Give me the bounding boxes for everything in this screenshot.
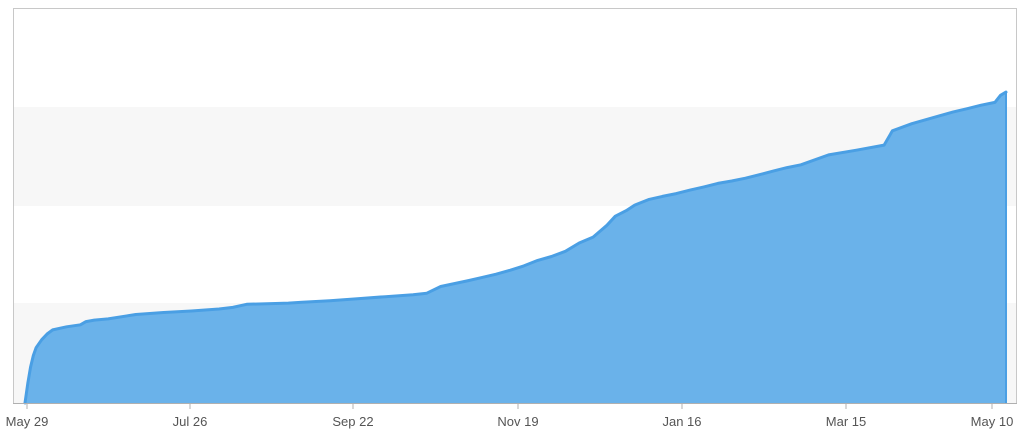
x-tick-label: Mar 15 [826, 414, 866, 429]
x-tick-label: May 29 [6, 414, 49, 429]
x-tick-label: Jul 26 [173, 414, 208, 429]
x-tick-label: Sep 22 [332, 414, 373, 429]
series-area [25, 92, 1006, 403]
x-tick-label: Nov 19 [497, 414, 538, 429]
x-tick-label: Jan 16 [662, 414, 701, 429]
x-tick-label: May 10 [971, 414, 1014, 429]
series-line [23, 90, 1008, 405]
